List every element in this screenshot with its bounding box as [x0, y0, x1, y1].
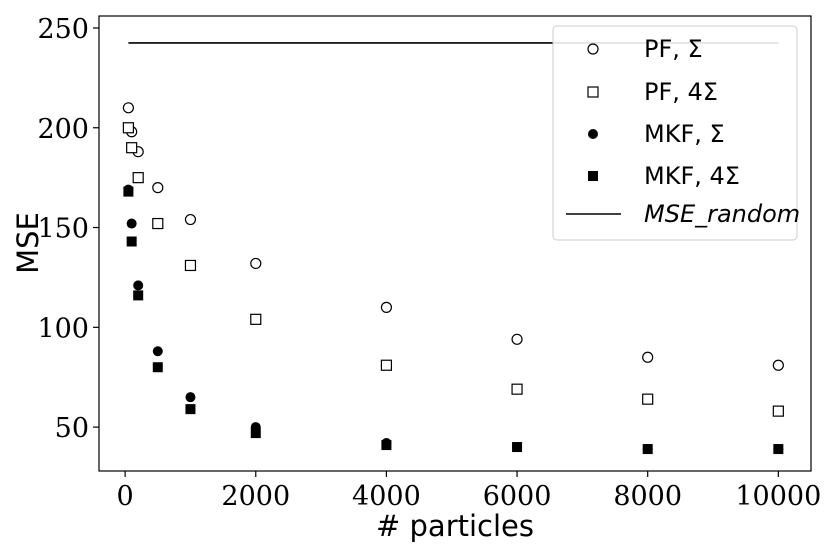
legend-circle-filled-marker	[588, 129, 598, 139]
mkf-4sigma-point	[185, 404, 196, 415]
y-tick-label: 150	[37, 214, 89, 245]
plot-frame	[98, 15, 812, 472]
y-tick-label: 200	[37, 114, 89, 145]
mkf-sigma-point	[133, 280, 144, 291]
pf-4sigma-point	[126, 142, 138, 154]
x-tick-label: 0	[117, 481, 134, 512]
x-tick-label: 2000	[221, 481, 290, 512]
x-tick-label: 10000	[735, 481, 821, 512]
mkf-4sigma-point	[123, 186, 134, 197]
pf-4sigma-point	[642, 393, 654, 405]
y-tick-label: 250	[37, 14, 89, 45]
y-tick-label: 50	[55, 413, 89, 444]
pf-sigma-point	[250, 257, 262, 270]
pf-sigma-point	[511, 333, 523, 345]
legend-label-pf-sigma: PF, Σ	[644, 35, 703, 63]
x-tick-label: 8000	[613, 481, 682, 512]
legend-label-mkf-4sigma: MKF, 4Σ	[644, 162, 740, 190]
pf-4sigma-point	[132, 172, 144, 184]
pf-sigma-point	[642, 351, 654, 363]
mkf-4sigma-point	[133, 290, 144, 301]
legend: PF, Σ PF, 4Σ MKF, Σ MKF, 4Σ MSE_random	[552, 25, 800, 241]
mkf-sigma-point	[185, 392, 196, 403]
pf-4sigma-point	[250, 313, 262, 325]
pf-4sigma-point	[184, 259, 197, 272]
mkf-4sigma-point	[152, 362, 163, 373]
y-axis-ticks: 50 100 150 200 250	[37, 14, 99, 444]
pf-sigma-point	[772, 359, 784, 371]
mkf-4sigma-point	[250, 428, 261, 439]
y-axis-label: MSE	[11, 212, 45, 274]
pf-sigma-point	[122, 102, 134, 114]
legend-label-mse-random: MSE_random	[644, 200, 800, 228]
legend-label-mkf-sigma: MKF, Σ	[644, 120, 725, 148]
x-tick-label: 4000	[352, 481, 421, 512]
mkf-4sigma-point	[512, 442, 523, 453]
legend-circle-open-marker	[587, 43, 599, 55]
y-tick-label: 100	[37, 313, 89, 344]
mkf-sigma-point	[152, 346, 163, 357]
x-axis-label: # particles	[376, 509, 534, 543]
mkf-4sigma-point	[126, 236, 137, 247]
pf-4sigma-point	[380, 359, 393, 371]
pf-4sigma-point	[152, 217, 164, 230]
x-tick-label: 6000	[483, 481, 552, 512]
plot-marks	[122, 42, 784, 455]
pf-sigma-point	[380, 301, 393, 313]
mkf-4sigma-point	[381, 440, 392, 451]
legend-square-filled-marker	[588, 171, 598, 181]
pf-4sigma-point	[772, 405, 784, 417]
mkf-sigma-point	[126, 218, 137, 229]
legend-box	[552, 25, 798, 241]
mkf-4sigma-point	[642, 444, 653, 455]
pf-4sigma-point	[511, 383, 523, 395]
mkf-4sigma-point	[773, 444, 784, 455]
legend-label-pf-4sigma: PF, 4Σ	[644, 78, 718, 106]
pf-sigma-point	[184, 213, 197, 226]
pf-sigma-point	[152, 182, 164, 194]
legend-square-open-marker	[587, 86, 599, 98]
pf-4sigma-point	[122, 122, 134, 134]
x-axis-ticks: 0 2000 4000 6000 8000 10000	[117, 471, 821, 512]
